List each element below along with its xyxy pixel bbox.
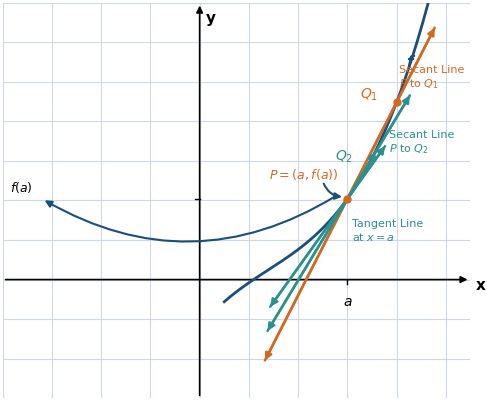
Text: f: f bbox=[406, 55, 413, 70]
Text: y: y bbox=[206, 11, 216, 26]
Text: $Q_1$: $Q_1$ bbox=[359, 87, 378, 103]
Text: Tangent Line
at $x = a$: Tangent Line at $x = a$ bbox=[352, 219, 424, 243]
Text: $a$: $a$ bbox=[342, 296, 352, 310]
Text: Secant Line
$P$ to $Q_1$: Secant Line $P$ to $Q_1$ bbox=[399, 65, 465, 91]
Text: $f(a)$: $f(a)$ bbox=[10, 180, 33, 195]
Text: $Q_2$: $Q_2$ bbox=[335, 148, 353, 164]
Text: $P = (a, f(a))$: $P = (a, f(a))$ bbox=[268, 167, 338, 182]
Text: Secant Line
$P$ to $Q_2$: Secant Line $P$ to $Q_2$ bbox=[389, 130, 454, 156]
Text: x: x bbox=[475, 278, 485, 293]
